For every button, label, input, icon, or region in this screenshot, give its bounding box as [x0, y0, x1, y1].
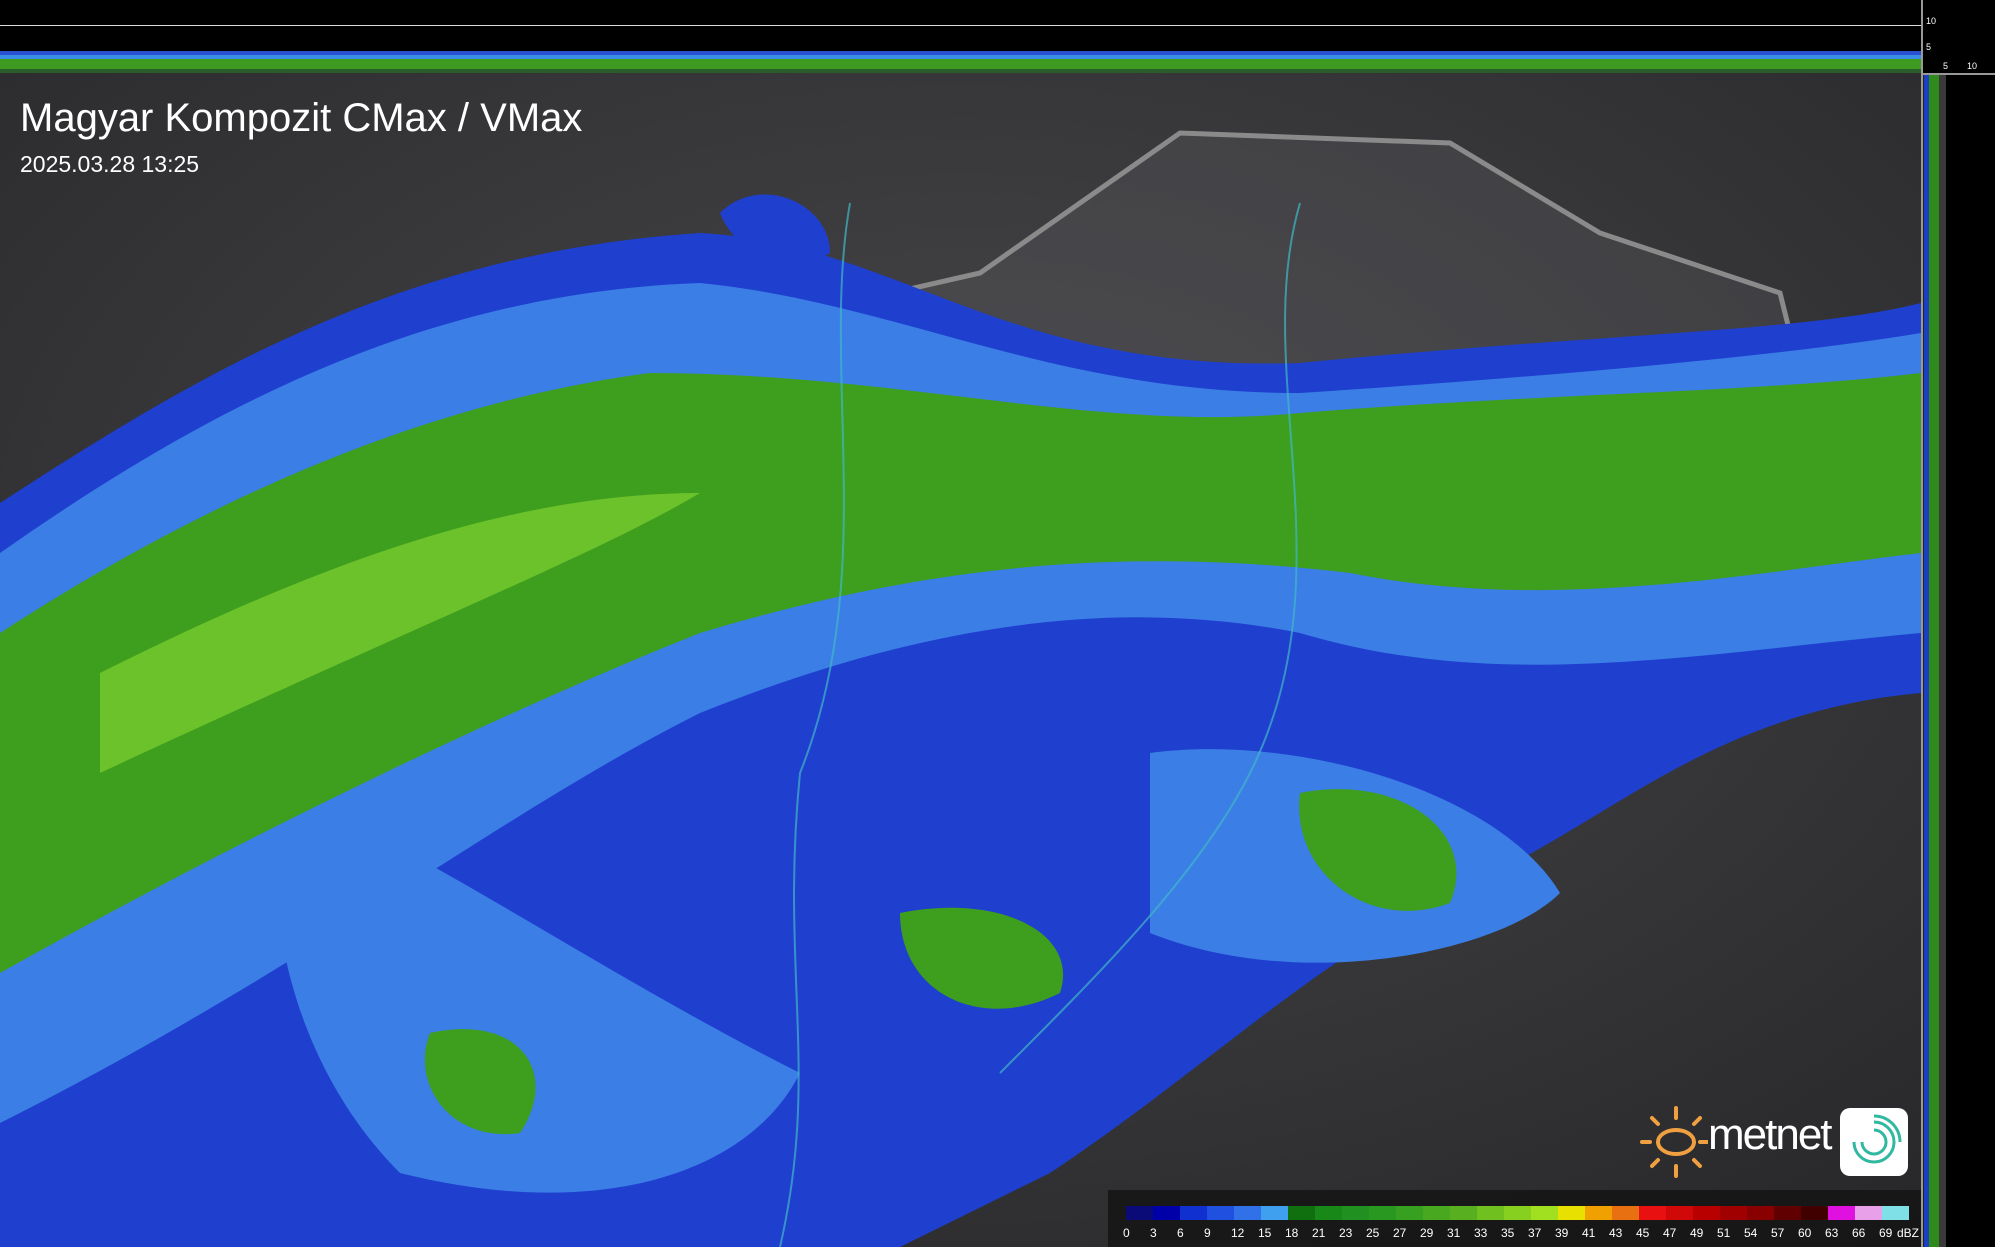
legend-label: 66: [1852, 1226, 1866, 1240]
legend-label: 31: [1447, 1226, 1461, 1240]
legend-swatch: [1126, 1206, 1153, 1220]
legend-label: 33: [1474, 1226, 1488, 1240]
metnet-logo: metnet: [1638, 1104, 1910, 1178]
legend-swatch: [1882, 1206, 1909, 1220]
legend-label: 9: [1204, 1226, 1211, 1240]
legend-swatch: [1639, 1206, 1666, 1220]
legend-swatch: [1666, 1206, 1693, 1220]
legend-swatch: [1261, 1206, 1288, 1220]
legend-swatch: [1720, 1206, 1747, 1220]
legend-label: 57: [1771, 1226, 1785, 1240]
legend-swatch: [1369, 1206, 1396, 1220]
side-panel-divider: [1921, 0, 1923, 1247]
legend-label: 49: [1690, 1226, 1704, 1240]
legend-swatch: [1504, 1206, 1531, 1220]
legend-label: 18: [1285, 1226, 1299, 1240]
legend-label: 43: [1609, 1226, 1623, 1240]
scale-tick: 10: [1967, 61, 1978, 71]
legend-label: 0: [1123, 1226, 1130, 1240]
legend-label: 3: [1150, 1226, 1157, 1240]
logo-text: metnet: [1708, 1110, 1833, 1159]
legend-swatch: [1288, 1206, 1315, 1220]
legend-label: 39: [1555, 1226, 1569, 1240]
swirl-logo-icon: [1840, 1108, 1908, 1176]
legend-swatch: [1531, 1206, 1558, 1220]
legend-swatch: [1180, 1206, 1207, 1220]
legend-label: 63: [1825, 1226, 1839, 1240]
legend-swatch: [1747, 1206, 1774, 1220]
timestamp: 2025.03.28 13:25: [20, 151, 200, 177]
legend-label: 6: [1177, 1226, 1184, 1240]
legend-label: 15: [1258, 1226, 1272, 1240]
legend-label: 54: [1744, 1226, 1758, 1240]
legend-swatch: [1855, 1206, 1882, 1220]
legend-swatch: [1558, 1206, 1585, 1220]
top-scale-line: [0, 25, 1921, 26]
legend-swatch: [1585, 1206, 1612, 1220]
legend-label: 23: [1339, 1226, 1353, 1240]
legend-swatch: [1612, 1206, 1639, 1220]
legend-swatch: [1693, 1206, 1720, 1220]
sun-icon: [1640, 1106, 1710, 1178]
reflectivity-legend: 0 3 6 9 12 15 18 21 23 25 27 29 31 33 35 37 39 41 43 45 47 49…: [1108, 1190, 1921, 1247]
legend-swatch: [1315, 1206, 1342, 1220]
map-title: Magyar Kompozit CMax / VMax: [20, 96, 583, 140]
legend-swatch: [1450, 1206, 1477, 1220]
legend-color-bar: [1126, 1206, 1909, 1220]
legend-label: 27: [1393, 1226, 1407, 1240]
legend-swatch: [1423, 1206, 1450, 1220]
legend-swatch: [1477, 1206, 1504, 1220]
top-radar-projection: [0, 51, 1921, 73]
scale-tick: 5: [1943, 61, 1949, 71]
legend-label: 69: [1879, 1226, 1893, 1240]
radar-map[interactable]: [0, 73, 1921, 1247]
precip-green: [0, 373, 1921, 1135]
legend-swatch: [1234, 1206, 1261, 1220]
legend-labels: 0 3 6 9 12 15 18 21 23 25 27 29 31 33 35 37 39 41 43 45 47 49…: [1123, 1226, 1926, 1242]
legend-label: 12: [1231, 1226, 1245, 1240]
corner-scale-line: [1921, 73, 1995, 75]
right-radar-projection: [1921, 73, 1946, 1247]
legend-label: 21: [1312, 1226, 1326, 1240]
legend-unit: dBZ: [1897, 1226, 1920, 1240]
legend-label: 25: [1366, 1226, 1380, 1240]
legend-label: 29: [1420, 1226, 1434, 1240]
legend-label: 45: [1636, 1226, 1650, 1240]
legend-swatch: [1153, 1206, 1180, 1220]
river: [999, 202, 1301, 1074]
legend-swatch: [1342, 1206, 1369, 1220]
scale-tick: 10: [1926, 16, 1937, 26]
legend-swatch: [1774, 1206, 1801, 1220]
legend-swatch: [1207, 1206, 1234, 1220]
legend-label: 41: [1582, 1226, 1596, 1240]
scale-tick: 5: [1926, 42, 1932, 52]
legend-label: 47: [1663, 1226, 1677, 1240]
legend-swatch: [1828, 1206, 1855, 1220]
legend-label: 37: [1528, 1226, 1542, 1240]
legend-swatch: [1801, 1206, 1828, 1220]
legend-label: 51: [1717, 1226, 1731, 1240]
legend-label: 35: [1501, 1226, 1515, 1240]
river: [779, 202, 851, 1247]
legend-label: 60: [1798, 1226, 1812, 1240]
legend-swatch: [1396, 1206, 1423, 1220]
